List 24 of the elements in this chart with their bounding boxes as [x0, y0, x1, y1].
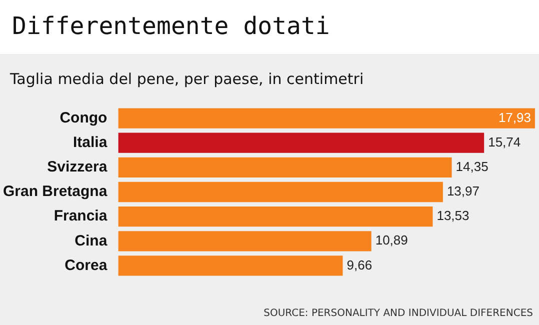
chart-title: Differentemente dotati — [0, 0, 539, 54]
y-tick-label: Cina — [74, 232, 108, 250]
bar — [118, 157, 452, 178]
bar — [118, 182, 443, 202]
data-label: 14,35 — [456, 159, 488, 174]
source-note: SOURCE: PERSONALITY AND INDIVIDUAL DIFERENCES — [264, 308, 533, 319]
y-tick-label: Corea — [64, 256, 108, 274]
data-label: 10,89 — [375, 232, 408, 248]
bar — [118, 256, 343, 276]
y-tick-label: Congo — [60, 109, 108, 126]
bar — [118, 231, 372, 252]
y-tick-label: Gran Bretagna — [2, 183, 108, 200]
data-label: 15,74 — [488, 134, 521, 150]
data-label: 17,93 — [498, 110, 531, 125]
data-label: 13,97 — [446, 184, 480, 199]
bar — [118, 206, 433, 227]
data-label: 9,66 — [346, 257, 372, 272]
y-tick-label: Svizzera — [47, 158, 108, 176]
bar — [118, 132, 484, 153]
bar — [118, 108, 535, 128]
chart-subtitle: Taglia media del pene, per paese, in centimetri — [9, 69, 365, 88]
y-tick-label: Francia — [54, 208, 108, 225]
data-label: 13,53 — [436, 208, 470, 224]
y-tick-label: Italia — [73, 134, 108, 151]
